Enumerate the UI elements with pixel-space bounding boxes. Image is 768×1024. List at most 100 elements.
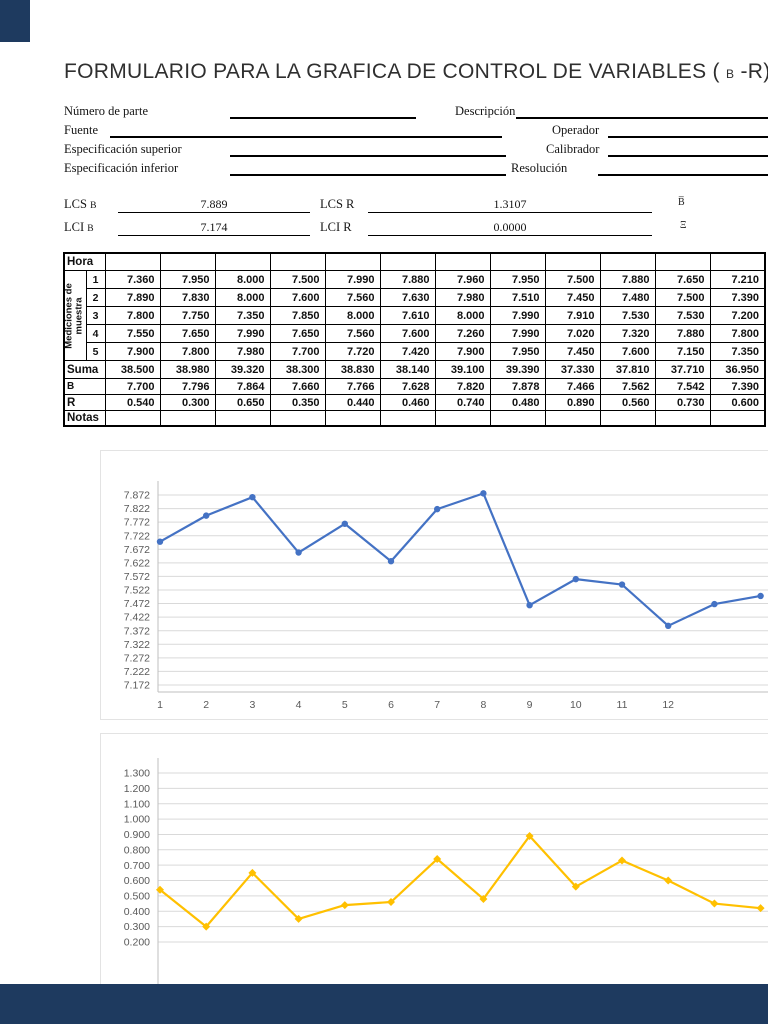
measurement-cell: 7.360 — [104, 270, 161, 289]
suma-cell: 38.500 — [104, 360, 161, 379]
data-marker — [665, 622, 672, 630]
measurement-cell: 7.990 — [489, 306, 546, 325]
lcs-xbar-value: 7.889 — [200, 197, 228, 211]
suma-cell: 36.950 — [709, 360, 766, 379]
data-marker — [664, 876, 673, 885]
hora-empty-cell — [104, 252, 161, 271]
measurement-cell: 7.510 — [489, 288, 546, 307]
xbar-cell: 7.766 — [324, 378, 381, 395]
measurement-cell: 7.630 — [379, 288, 436, 307]
measurement-cell: 7.650 — [159, 324, 216, 343]
hora-empty-cell — [324, 252, 381, 271]
x-axis-label: 5 — [342, 699, 348, 711]
measurement-cell: 7.890 — [104, 288, 161, 307]
data-marker — [249, 493, 256, 501]
range-cell: 0.740 — [434, 394, 491, 411]
y-axis-label: 0.700 — [124, 860, 150, 872]
xbar-cell: 7.700 — [104, 378, 161, 395]
measurement-row: 5 7.900 7.800 7.980 7.700 7.720 7.420 7.900 7.95… — [64, 342, 766, 361]
notas-empty-cell — [654, 410, 711, 427]
notas-empty-cell — [269, 410, 326, 427]
measurement-cell: 7.900 — [434, 342, 491, 361]
data-marker — [480, 490, 487, 497]
xbar-cell: 7.628 — [379, 378, 436, 395]
measurement-cell: 8.000 — [324, 306, 381, 325]
series-line — [158, 834, 762, 928]
hora-empty-cell — [544, 252, 601, 271]
hora-empty-cell — [489, 252, 546, 271]
field-line-especificacion-inferior — [230, 174, 506, 176]
measurement-cell: 7.530 — [599, 306, 656, 325]
data-marker — [248, 868, 257, 877]
xbar-cell: 7.466 — [544, 378, 601, 395]
lcs-xbar-line — [118, 212, 310, 213]
y-axis-label: 1.300 — [124, 768, 150, 780]
title-text-after: -R) — [734, 60, 768, 83]
measurement-cell: 7.650 — [654, 270, 711, 289]
xbar-row-label: B — [63, 378, 106, 395]
measurement-cell: 7.600 — [379, 324, 436, 343]
row-number: 5 — [85, 342, 106, 361]
y-axis-label: 0.500 — [124, 890, 150, 902]
x-axis-label: 12 — [662, 699, 674, 711]
y-axis-label: 7.222 — [124, 666, 150, 678]
data-marker — [711, 600, 718, 608]
hora-empty-cell — [709, 252, 766, 271]
measurement-cell: 7.990 — [214, 324, 271, 343]
range-cell: 0.480 — [489, 394, 546, 411]
measurement-row: 2 7.890 7.830 8.000 7.600 7.560 7.630 7.980 7.51… — [64, 288, 766, 307]
data-marker — [387, 898, 395, 907]
xbar-symbol: B — [726, 67, 735, 81]
label-lci-xbar: LCI B — [64, 220, 94, 235]
xbar-cell: 7.820 — [434, 378, 491, 395]
measurement-cell: 8.000 — [434, 306, 491, 325]
notas-empty-cell — [324, 410, 381, 427]
data-marker — [294, 914, 303, 923]
field-line-numero-de-parte — [230, 117, 416, 119]
data-marker — [525, 831, 534, 840]
measurement-cell: 7.990 — [489, 324, 546, 343]
y-axis-label: 0.200 — [124, 937, 150, 949]
notas-empty-cell — [434, 410, 491, 427]
y-axis-label: 0.600 — [124, 875, 150, 887]
x-axis-label: 2 — [203, 699, 209, 711]
suma-cell: 38.830 — [324, 360, 381, 379]
y-axis-label: 7.472 — [124, 598, 150, 610]
hora-empty-cell — [269, 252, 326, 271]
measurement-cell: 7.500 — [654, 288, 711, 307]
row-number: 2 — [85, 288, 106, 307]
label-calibrador: Calibrador — [546, 142, 600, 156]
field-line-especificacion-superior — [230, 155, 506, 157]
measurement-cell: 8.000 — [214, 270, 271, 289]
y-axis-label: 7.422 — [124, 612, 150, 624]
notas-empty-cell — [159, 410, 216, 427]
measurement-cell: 7.950 — [159, 270, 216, 289]
data-marker — [387, 558, 395, 565]
measurement-cell: 7.150 — [654, 342, 711, 361]
hora-row: Hora — [63, 252, 766, 271]
y-axis-label: 1.200 — [124, 783, 150, 795]
data-marker — [756, 904, 765, 913]
measurement-cell: 7.850 — [269, 306, 326, 325]
range-cell: 0.560 — [599, 394, 656, 411]
suma-cell: 39.320 — [214, 360, 271, 379]
label-lcs-xbar: LCS B — [64, 197, 96, 212]
series-line — [158, 492, 762, 627]
measurement-cell: 7.700 — [269, 342, 326, 361]
y-axis-label: 1.000 — [124, 814, 150, 826]
page-title: FORMULARIO PARA LA GRAFICA DE CONTROL DE… — [64, 60, 768, 84]
y-axis-label: 7.672 — [124, 544, 150, 556]
label-resolucion: Resolución — [511, 161, 568, 175]
xbar-cell: 7.660 — [269, 378, 326, 395]
measurement-cell: 7.750 — [159, 306, 216, 325]
notas-empty-cell — [379, 410, 436, 427]
label-descripcion: Descripción — [455, 104, 516, 118]
suma-cell: 37.710 — [654, 360, 711, 379]
lci-xbar-value: 7.174 — [200, 220, 228, 234]
measurement-cell: 7.450 — [544, 342, 601, 361]
x-axis-label: 1 — [157, 699, 163, 711]
x-axis-label: 8 — [480, 699, 486, 711]
data-marker — [618, 581, 626, 588]
measurement-cell: 7.420 — [379, 342, 436, 361]
